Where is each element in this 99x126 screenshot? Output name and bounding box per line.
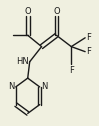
Text: F: F [86,47,91,56]
Text: F: F [86,33,91,42]
Text: N: N [8,82,15,91]
Text: O: O [53,7,60,16]
Text: HN: HN [16,57,29,66]
Text: F: F [69,66,74,75]
Text: O: O [24,7,31,16]
Text: N: N [41,82,47,91]
